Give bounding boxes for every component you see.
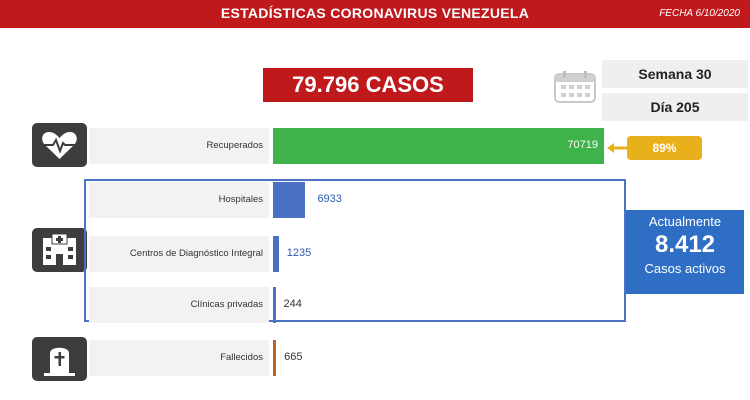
page-title: ESTADÍSTICAS CORONAVIRUS VENEZUELA — [220, 5, 530, 21]
value-label-hospitales: 6933 — [317, 193, 342, 205]
health-centers-group — [84, 179, 626, 322]
header-bar: ESTADÍSTICAS CORONAVIRUS VENEZUELA FECHA… — [0, 0, 750, 28]
bar-clinicas-privadas — [273, 287, 276, 323]
active-cases-caption-bottom: Casos activos — [644, 261, 726, 276]
bar-fallecidos — [273, 340, 277, 376]
bar-recuperados — [273, 128, 604, 164]
value-label-fallecidos: 665 — [284, 351, 303, 363]
week-label: Semana 30 — [602, 60, 748, 88]
recovered-percentage: 89% — [627, 136, 702, 160]
bar-hospitales — [273, 182, 306, 218]
tombstone-icon — [32, 337, 87, 381]
category-label-recuperados: Recuperados — [89, 128, 269, 164]
day-label: Día 205 — [602, 93, 748, 121]
category-label-fallecidos: Fallecidos — [89, 340, 269, 376]
active-cases-value: 8.412 — [654, 231, 716, 258]
arrow-left-icon — [607, 143, 629, 153]
heart-pulse-icon — [32, 123, 87, 167]
calendar-icon — [554, 71, 596, 103]
category-label-clinicas-privadas: Clínicas privadas — [89, 287, 269, 323]
category-label-hospitales: Hospitales — [89, 182, 269, 218]
value-label-clinicas-privadas: 244 — [283, 298, 302, 310]
active-cases-caption-top: Actualmente — [648, 214, 722, 229]
hospital-icon — [32, 228, 87, 272]
total-cases-badge: 79.796 CASOS — [263, 68, 473, 102]
report-date: FECHA 6/10/2020 — [659, 8, 740, 19]
value-label-recuperados: 70719 — [567, 139, 598, 151]
active-cases-box: Actualmente 8.412 Casos activos — [626, 210, 744, 294]
bar-centros-de-diagnostico-integral — [273, 236, 279, 272]
category-label-centros-de-diagnostico-integral: Centros de Diagnóstico Integral — [89, 236, 269, 272]
value-label-centros-de-diagnostico-integral: 1235 — [286, 247, 312, 259]
